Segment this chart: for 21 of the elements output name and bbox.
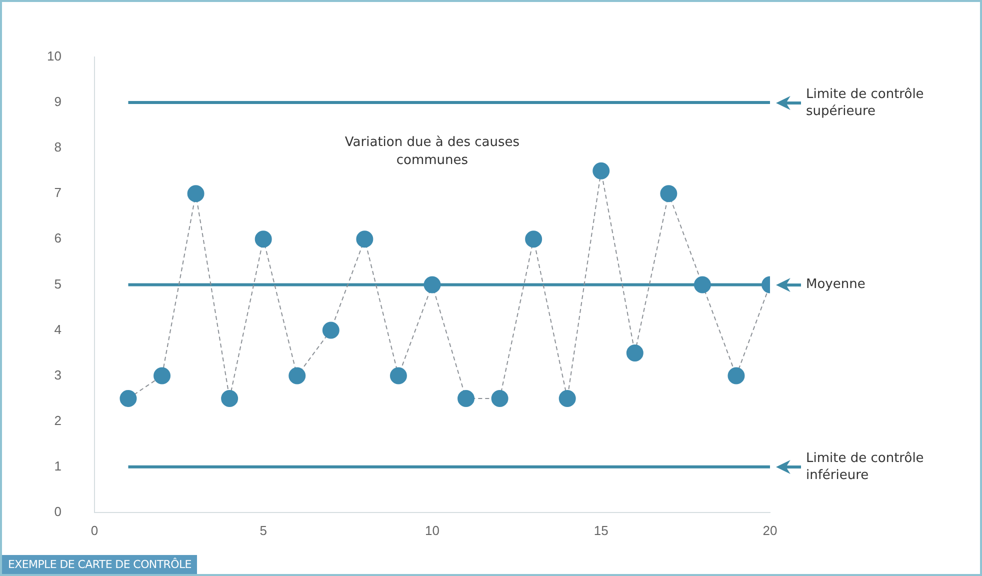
- ref-line-label: Limite de contrôle supérieure: [806, 86, 925, 120]
- y-tick-label: 0: [54, 504, 62, 519]
- y-tick-label: 4: [54, 322, 62, 337]
- y-tick-label: 6: [54, 230, 62, 246]
- y-tick-label: 1: [54, 458, 62, 474]
- x-tick-label: 15: [594, 522, 608, 538]
- y-tick-label: 7: [54, 185, 62, 200]
- y-tick-label: 5: [54, 276, 62, 292]
- y-tick-label: 10: [46, 48, 62, 64]
- text: EXEMPLE DE CARTE DE CONTRÔLE: [2, 555, 198, 574]
- x-tick-label: 20: [762, 522, 778, 538]
- y-tick-label: 2: [54, 412, 62, 428]
- y-tick-label: 3: [54, 367, 62, 382]
- ref-line-label: Limite de contrôle inférieure: [806, 450, 925, 484]
- ref-line-label: Moyenne: [806, 276, 866, 293]
- y-tick-label: 9: [54, 94, 62, 110]
- annotation: Variation due à des causes communes: [344, 134, 521, 170]
- x-tick-label: 10: [424, 522, 440, 538]
- x-tick-label: 5: [260, 522, 267, 538]
- x-tick-label: 0: [90, 522, 98, 538]
- y-tick-label: 8: [54, 140, 62, 155]
